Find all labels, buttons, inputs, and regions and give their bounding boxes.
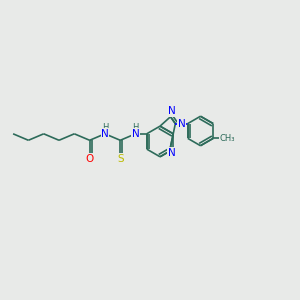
- Text: N: N: [132, 129, 140, 139]
- Text: N: N: [168, 106, 176, 116]
- Text: N: N: [168, 148, 176, 158]
- Text: N: N: [101, 129, 109, 139]
- Text: N: N: [178, 118, 186, 129]
- Text: S: S: [117, 154, 124, 164]
- Text: CH₃: CH₃: [220, 134, 235, 143]
- Text: O: O: [85, 154, 94, 164]
- Text: H: H: [102, 122, 108, 131]
- Text: H: H: [132, 122, 139, 131]
